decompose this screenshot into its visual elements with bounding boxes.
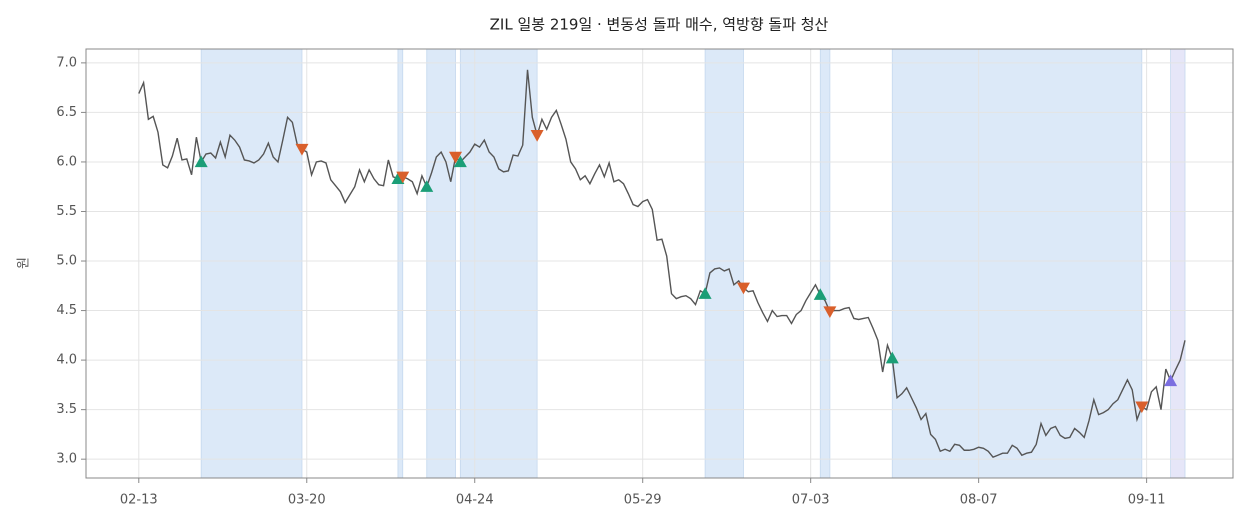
x-tick-label: 04-24 [456, 493, 494, 508]
x-tick-label: 03-20 [288, 493, 326, 508]
buy-marker [420, 180, 434, 192]
x-tick-label: 05-29 [624, 493, 662, 508]
buy-marker [391, 172, 405, 184]
y-tick-label: 4.0 [56, 353, 77, 368]
sell-marker [295, 143, 309, 156]
holding-span [891, 48, 1143, 479]
price-line [138, 69, 1186, 459]
holding-span [200, 48, 303, 479]
sell-marker [449, 151, 463, 164]
x-tick-label: 09-11 [1128, 493, 1166, 508]
x-tick-label: 02-13 [120, 493, 158, 508]
holding-span [426, 48, 456, 479]
buy-marker [813, 288, 827, 300]
x-tick-label: 07-03 [792, 493, 830, 508]
chart-title: ZIL 일봉 219일 · 변동성 돌파 매수, 역방향 돌파 청산 [490, 16, 829, 34]
holding-span [459, 48, 538, 479]
buy-marker [885, 351, 899, 364]
holding-span [397, 48, 404, 479]
y-tick-label: 5.5 [56, 204, 77, 219]
y-tick-label: 7.0 [56, 55, 77, 70]
y-tick-label: 4.5 [56, 303, 77, 318]
buy-marker [194, 155, 208, 168]
sell-marker [1135, 401, 1149, 414]
y-tick-label: 3.0 [56, 452, 77, 467]
sell-marker [823, 306, 837, 319]
sell-marker [396, 171, 410, 184]
holding-span [704, 48, 744, 479]
y-tick-label: 5.0 [56, 254, 77, 269]
plot-frame [85, 48, 1234, 479]
y-tick-label: 6.5 [56, 105, 77, 120]
y-tick-label: 3.5 [56, 402, 77, 417]
sell-marker [530, 129, 544, 142]
buy-marker [1164, 374, 1178, 387]
sell-marker [736, 282, 750, 295]
x-tick-label: 08-07 [960, 493, 998, 508]
buy-marker [453, 155, 467, 168]
holding-span [1170, 48, 1186, 479]
y-axis-label: 원 [17, 257, 32, 269]
holding-span [819, 48, 831, 479]
buy-marker [698, 287, 712, 299]
y-tick-label: 6.0 [56, 154, 77, 169]
